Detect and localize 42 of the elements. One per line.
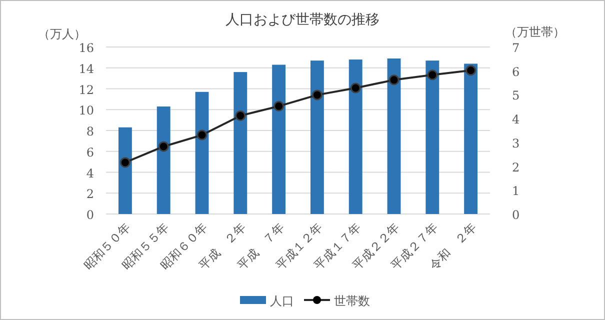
bar: [310, 60, 324, 214]
bar: [426, 60, 440, 214]
y2-tick-label: 0: [512, 208, 520, 222]
point: [312, 90, 322, 100]
point: [196, 130, 208, 140]
bar: [234, 72, 248, 214]
point: [158, 141, 169, 152]
chart-title: 人口および世帯数の推移: [226, 12, 380, 28]
y-tick-label: 6: [86, 145, 94, 160]
y-tick-label: 2: [86, 187, 94, 202]
y2-tick-label: 3: [512, 136, 520, 150]
y2-axis-title: （万世帯）: [505, 25, 565, 39]
y2-tick-label: 2: [512, 160, 520, 174]
point: [235, 110, 246, 121]
bar: [118, 127, 132, 214]
y2-tick-label: 4: [512, 112, 520, 127]
y-tick-label: 4: [86, 166, 94, 180]
y-axis-title: （万人）: [38, 27, 86, 41]
y-tick-label: 12: [78, 82, 94, 97]
y-tick-label: 0: [86, 208, 94, 222]
y-tick-label: 8: [86, 124, 94, 138]
y-tick-label: 14: [78, 62, 94, 76]
bar: [348, 60, 362, 214]
point: [274, 100, 284, 112]
bar: [195, 92, 209, 214]
legend-label: 世帯数: [334, 294, 370, 308]
y2-tick-label: 1: [512, 184, 520, 198]
point: [120, 157, 130, 168]
legend-label: 人口: [270, 294, 294, 308]
y2-tick-label: 6: [512, 64, 520, 79]
y-tick-label: 10: [78, 104, 94, 118]
y2-tick-label: 7: [512, 41, 520, 55]
y-tick-label: 16: [78, 41, 94, 55]
bar: [156, 106, 170, 214]
bar: [387, 58, 401, 214]
point: [350, 82, 361, 94]
bar: [272, 64, 286, 214]
bar: [464, 64, 478, 214]
point: [466, 65, 476, 76]
point: [388, 74, 400, 86]
point: [427, 70, 438, 80]
y2-tick-label: 5: [512, 88, 520, 103]
